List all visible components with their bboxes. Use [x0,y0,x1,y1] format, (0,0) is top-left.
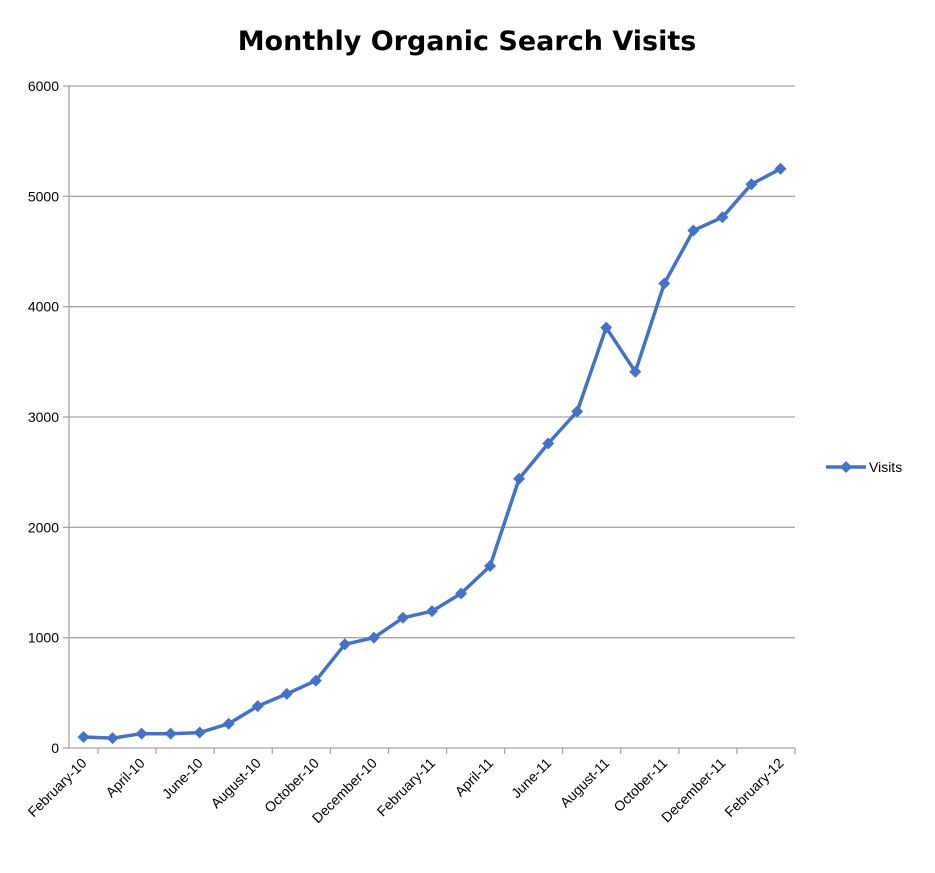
legend-marker [840,461,852,473]
data-point-marker [455,587,468,600]
data-point-marker [367,631,380,644]
x-tick-label: October-11 [610,755,670,815]
data-point-marker [629,365,642,378]
data-point-marker [513,472,526,485]
data-point-marker [542,437,555,450]
data-point-marker [571,405,584,418]
x-tick-label: June-10 [159,755,206,802]
data-point-marker [193,726,206,739]
y-axis: 0 1000 2000 3000 4000 5000 6000 [28,78,70,756]
legend-label: Visits [869,459,902,475]
data-point-marker [745,178,758,191]
series-line [83,167,782,740]
data-point-marker [338,638,351,651]
legend: Visits [826,459,902,475]
x-axis: February-10 April-10 June-10 August-10Octob… [24,747,796,826]
data-point-marker [658,277,671,290]
data-point-marker [687,224,700,237]
data-point-marker [222,717,235,730]
x-tick-label: April-10 [102,755,148,801]
data-point-marker [106,732,119,745]
x-tick-label: October-10 [261,755,322,816]
y-tick-label: 5000 [28,188,59,204]
y-tick-label: 0 [51,740,59,756]
series-area [77,162,787,745]
x-tick-label: August-11 [557,755,613,811]
x-tick-label: February-10 [24,755,89,820]
x-tick-label: June-11 [508,755,555,802]
y-tick-label: 2000 [28,519,59,535]
data-point-marker [251,700,264,713]
data-point-marker [164,727,177,740]
x-tick-label: February-12 [721,755,786,820]
x-tick-label: April-11 [452,755,497,800]
data-point-marker [774,162,787,175]
y-tick-label: 3000 [28,409,59,425]
y-tick-label: 4000 [28,299,59,315]
data-point-marker [484,559,497,572]
x-tick-label: February-11 [374,755,439,820]
data-point-marker [135,727,148,740]
grid [69,85,795,639]
data-point-marker [396,611,409,624]
data-point-marker [426,605,438,618]
data-point-marker [309,674,322,687]
data-point-marker [77,730,90,743]
data-point-marker [600,321,613,334]
x-tick-label: August-10 [207,755,264,812]
y-tick-label: 1000 [28,630,59,646]
chart-title: Monthly Organic Search Visits [238,26,697,57]
data-point-marker [280,687,293,700]
data-point-marker [716,211,729,224]
y-tick-label: 6000 [28,78,59,94]
